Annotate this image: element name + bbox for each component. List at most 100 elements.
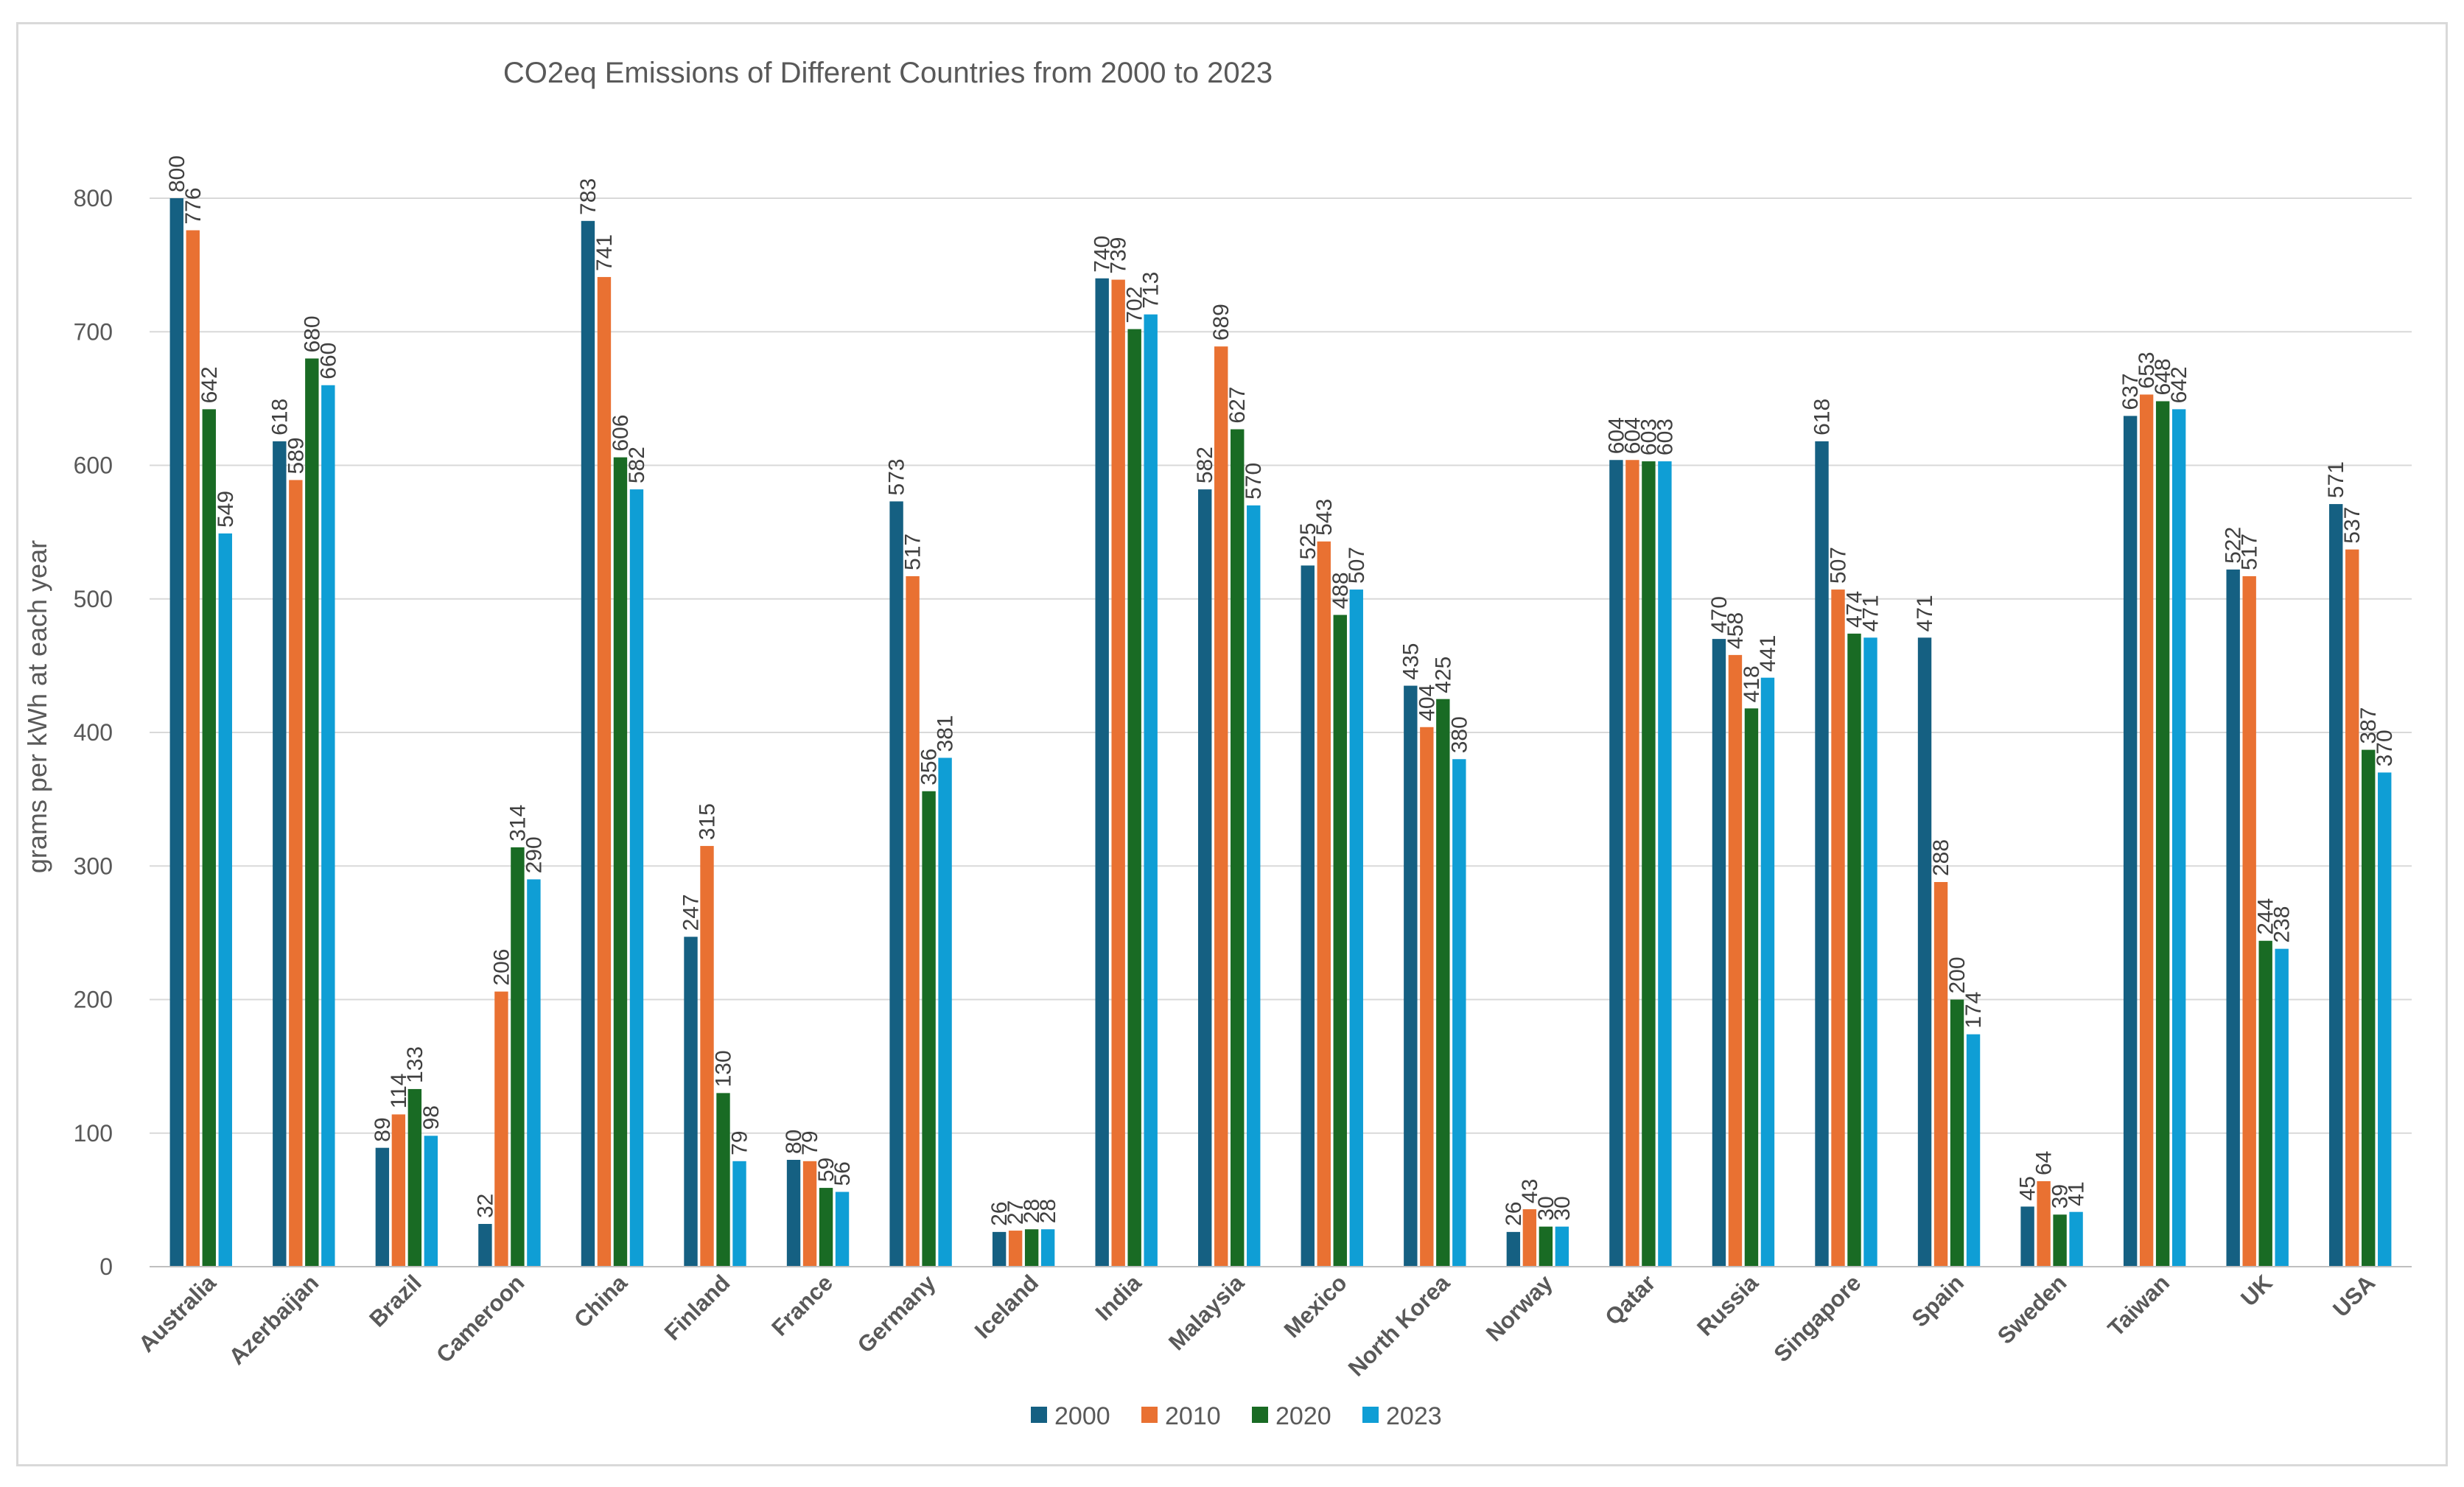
data-label: 517 (901, 533, 925, 570)
bar (835, 1192, 850, 1267)
bar (218, 533, 232, 1267)
legend-label: 2000 (1054, 1402, 1110, 1430)
bar (2171, 409, 2186, 1267)
bar (2053, 1214, 2067, 1267)
bar (1506, 1231, 1521, 1267)
bar (1317, 541, 1331, 1267)
data-label: 45 (2016, 1176, 2040, 1200)
y-tick-label: 700 (74, 318, 113, 345)
data-label: 525 (1296, 522, 1320, 559)
bar (2020, 1206, 2034, 1267)
bar (2037, 1181, 2051, 1267)
bar (511, 847, 525, 1267)
legend-swatch (1252, 1407, 1268, 1423)
data-label: 642 (2167, 366, 2191, 403)
data-label: 603 (1653, 419, 1677, 455)
bar (597, 276, 612, 1267)
data-label: 79 (728, 1130, 752, 1155)
y-tick-label: 400 (74, 719, 113, 746)
x-tick-label: UK (2236, 1270, 2278, 1312)
legend-swatch (1362, 1407, 1379, 1423)
data-label: 471 (1913, 595, 1937, 631)
bar (1452, 759, 1466, 1267)
bar (2362, 749, 2376, 1267)
x-tick-label: Spain (1907, 1270, 1969, 1332)
bar (407, 1088, 422, 1267)
bar (527, 879, 541, 1267)
data-label: 26 (1502, 1201, 1526, 1225)
data-label: 133 (403, 1046, 427, 1083)
data-label: 79 (798, 1130, 822, 1155)
bar (2329, 504, 2343, 1267)
data-label: 28 (1036, 1199, 1060, 1223)
data-label: 200 (1945, 956, 1970, 993)
data-label: 689 (1209, 304, 1233, 340)
x-tick-label: Norway (1481, 1270, 1558, 1346)
bar (819, 1188, 833, 1267)
bar (889, 501, 903, 1267)
bar (1933, 882, 1948, 1267)
data-label: 43 (1518, 1179, 1542, 1203)
x-tick-label: France (766, 1270, 838, 1341)
data-label: 470 (1707, 596, 1732, 633)
data-label: 404 (1415, 685, 1439, 721)
bar (716, 1093, 730, 1267)
data-label: 247 (679, 894, 704, 931)
data-label: 660 (316, 343, 340, 379)
y-axis-title: grams per kWh at each year (22, 540, 52, 873)
bar (1609, 460, 1623, 1267)
data-label: 653 (2135, 351, 2159, 388)
data-label: 604 (1620, 417, 1645, 454)
data-label: 80 (782, 1130, 806, 1154)
bar (786, 1160, 801, 1267)
data-label: 604 (1604, 417, 1628, 454)
data-label: 30 (1534, 1196, 1558, 1220)
bars (169, 198, 2392, 1267)
x-tick-label: Mexico (1279, 1270, 1352, 1343)
bar (1333, 615, 1347, 1267)
bar (1040, 1229, 1055, 1267)
bar (391, 1114, 406, 1267)
bar (202, 409, 216, 1267)
legend-label: 2023 (1386, 1402, 1442, 1430)
data-label: 26 (987, 1202, 1012, 1226)
bar (1095, 278, 1109, 1267)
data-label: 27 (1004, 1200, 1028, 1225)
data-label: 549 (214, 491, 238, 528)
bar (321, 385, 335, 1267)
bar (375, 1147, 390, 1267)
data-label: 315 (696, 803, 720, 840)
bar (1301, 565, 1315, 1267)
data-label: 606 (609, 415, 633, 452)
bar (2345, 549, 2359, 1267)
bar (1831, 589, 1845, 1267)
y-tick-label: 600 (74, 452, 113, 479)
bar (494, 991, 508, 1267)
bar (1917, 637, 1932, 1267)
data-label: 680 (300, 315, 324, 352)
data-label: 507 (1345, 547, 1369, 584)
data-label: 570 (1242, 463, 1266, 500)
data-label: 30 (1550, 1196, 1575, 1220)
data-label: 507 (1827, 547, 1851, 584)
data-label: 571 (2324, 461, 2348, 498)
data-label: 41 (2065, 1181, 2089, 1206)
chart-frame: CO2eq Emissions of Different Countries f… (16, 22, 2448, 1466)
data-label: 89 (371, 1117, 395, 1141)
data-label: 648 (2151, 358, 2175, 395)
data-label: 603 (1637, 419, 1661, 455)
data-label: 474 (1843, 591, 1867, 628)
bar (1404, 685, 1418, 1267)
bar (424, 1136, 438, 1267)
bar (2378, 772, 2392, 1267)
data-labels: 8007766425496185896806608911413398322063… (165, 155, 2397, 1226)
data-label: 387 (2356, 707, 2381, 744)
data-label: 114 (387, 1074, 411, 1109)
data-label: 314 (505, 805, 530, 842)
x-axis-ticks: Australia Azerbaijan Brazil Cameroon China Fi… (133, 1270, 2380, 1382)
bar-chart: CO2eq Emissions of Different Countries f… (22, 57, 2412, 1430)
bar (1847, 633, 1861, 1267)
bar (1522, 1209, 1537, 1267)
bar (1625, 460, 1639, 1267)
bar (1642, 461, 1656, 1267)
